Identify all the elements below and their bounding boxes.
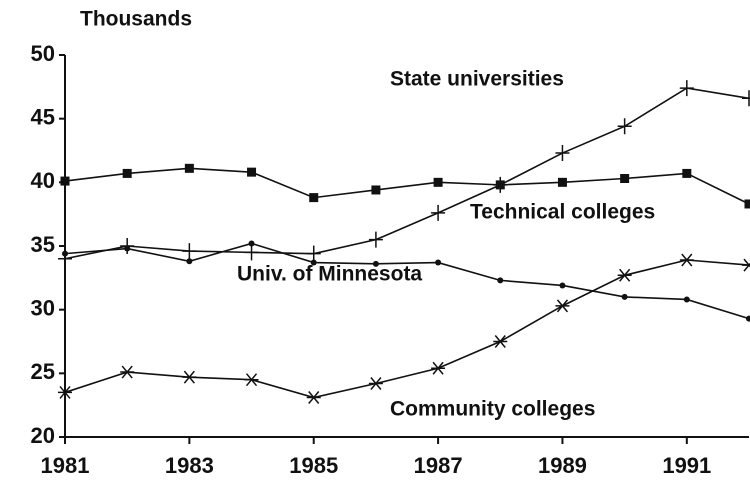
marker <box>368 231 383 248</box>
series-line <box>64 167 750 205</box>
marker <box>495 180 505 190</box>
marker <box>310 259 317 266</box>
x-tick-label: 1983 <box>165 453 214 478</box>
marker <box>679 80 694 97</box>
x-tick-label: 1985 <box>289 453 338 478</box>
marker <box>431 361 446 375</box>
marker <box>371 185 381 195</box>
marker <box>122 168 132 178</box>
marker <box>372 260 379 267</box>
marker <box>620 174 630 184</box>
marker <box>555 145 570 162</box>
y-tick-label: 30 <box>31 295 55 320</box>
series-line <box>64 87 750 260</box>
y-tick-label: 40 <box>31 168 55 193</box>
marker <box>124 245 131 252</box>
marker <box>682 168 692 178</box>
marker <box>435 259 442 266</box>
marker <box>621 293 628 300</box>
marker <box>617 268 632 282</box>
marker <box>559 282 566 289</box>
series-label: Univ. of Minnesota <box>237 263 422 286</box>
marker <box>306 245 321 262</box>
series-label: State universities <box>390 68 564 91</box>
marker <box>557 177 567 187</box>
marker <box>247 167 257 177</box>
marker <box>431 204 446 221</box>
x-tick-label: 1987 <box>414 453 463 478</box>
marker <box>244 244 259 261</box>
y-tick-label: 45 <box>31 104 55 129</box>
y-tick-label: 50 <box>31 41 55 66</box>
series-label: Technical colleges <box>470 201 655 224</box>
y-axis-label: Thousands <box>80 8 192 31</box>
marker <box>60 176 70 186</box>
marker <box>679 253 694 267</box>
marker <box>683 296 690 303</box>
series-line <box>64 242 750 320</box>
marker <box>306 391 321 405</box>
marker <box>742 90 750 107</box>
marker <box>742 258 750 272</box>
series-label: Community colleges <box>390 398 595 421</box>
y-tick-label: 25 <box>31 359 55 384</box>
marker <box>617 118 632 135</box>
marker <box>368 377 383 391</box>
x-tick-label: 1991 <box>662 453 711 478</box>
marker <box>433 177 443 187</box>
marker <box>182 370 197 384</box>
marker <box>244 373 259 387</box>
marker <box>497 277 504 284</box>
marker <box>62 250 68 257</box>
x-tick-label: 1989 <box>538 453 587 478</box>
series-line <box>64 259 750 399</box>
marker <box>248 240 255 247</box>
marker <box>182 243 197 260</box>
x-tick-label: 1981 <box>41 453 90 478</box>
marker <box>309 193 319 203</box>
y-tick-label: 20 <box>31 423 55 448</box>
marker <box>58 385 72 399</box>
y-tick-label: 35 <box>31 232 55 257</box>
marker <box>120 365 135 379</box>
marker <box>184 163 194 173</box>
marker <box>493 335 508 348</box>
marker <box>555 299 570 313</box>
marker <box>186 258 193 265</box>
marker <box>744 199 750 209</box>
marker <box>746 315 750 322</box>
